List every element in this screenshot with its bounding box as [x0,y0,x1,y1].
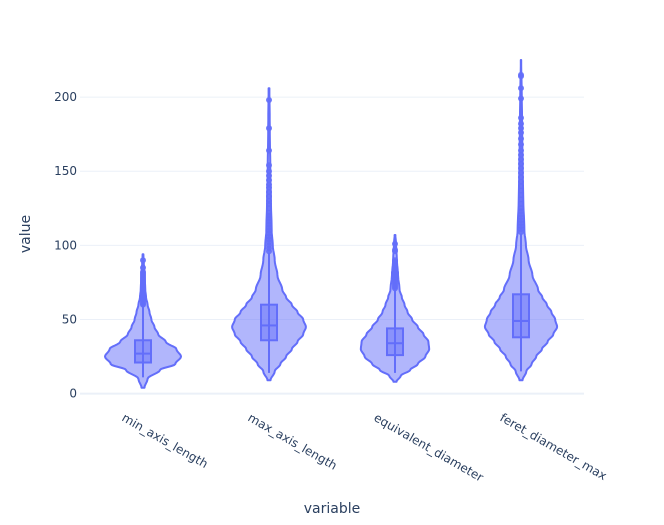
outlier-point [266,147,272,154]
outlier-point [518,187,524,194]
outlier-point [266,172,272,179]
outlier-point [266,193,272,200]
violin-feret_diameter_max [483,59,559,382]
outlier-point [518,125,524,132]
outlier-point [266,197,272,204]
outlier-point [392,257,398,264]
outlier-point [518,200,524,207]
outlier-point [518,169,524,176]
outlier-point [266,188,272,195]
outlier-point [266,162,272,169]
outlier-point [518,151,524,158]
violin-box [512,293,530,339]
outlier-point [140,264,146,271]
outlier-point [392,240,398,247]
outlier-point [266,205,272,212]
violin-box [386,327,404,357]
outlier-point [518,183,524,190]
outlier-point [518,160,524,167]
outlier-point [266,181,272,188]
violin-box [134,339,152,364]
y-tick-label: 0 [69,387,77,401]
outlier-point [266,125,272,132]
outlier-point [266,177,272,184]
outlier-point [518,120,524,127]
outlier-point [518,147,524,154]
outlier-point [518,196,524,203]
outlier-point [518,205,524,212]
x-tick-label: feret_diameter_max [498,410,610,483]
outlier-point [518,71,524,78]
y-tick-label: 200 [54,90,77,104]
x-tick-label: equivalent_diameter [372,410,486,484]
outlier-point [518,141,524,148]
violin-min_axis_length [104,253,182,389]
x-tick-label: min_axis_length [120,410,211,471]
outlier-point [518,156,524,163]
outlier-point [140,269,146,276]
outlier-point [266,168,272,175]
y-axis-title: value [18,215,34,253]
plot-area [104,59,559,389]
y-tick-label: 150 [54,164,77,178]
outlier-point [518,114,524,121]
outlier-point [392,246,398,253]
outlier-point [518,85,524,92]
outlier-point [518,129,524,136]
y-grid [80,96,584,395]
violin-equivalent_diameter [359,234,431,383]
outlier-point [518,178,524,185]
violin-max_axis_length [231,87,307,382]
outlier-point [266,209,272,216]
x-tick-label: max_axis_length [246,410,340,472]
y-tick-label: 100 [54,238,77,252]
y-tick-labels: 0 50 100 150 200 [54,90,77,401]
violin-box [260,303,278,342]
outlier-point [518,95,524,102]
outlier-point [518,191,524,198]
x-tick-labels: min_axis_length max_axis_length equivalent… [120,410,610,484]
y-tick-label: 50 [62,313,77,327]
outlier-point [140,257,146,264]
outlier-point [518,165,524,172]
outlier-point [518,135,524,142]
outlier-point [266,97,272,104]
x-axis-title: variable [304,501,360,517]
outlier-point [518,174,524,181]
